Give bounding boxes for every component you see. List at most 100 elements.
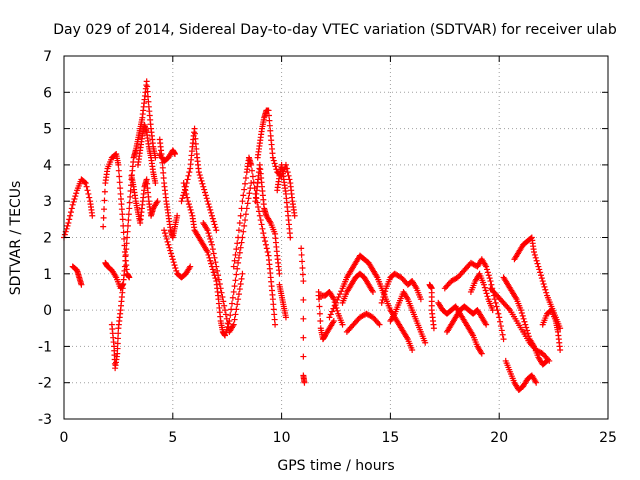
data-point — [271, 160, 278, 167]
data-point — [537, 269, 544, 276]
series-track-k — [161, 227, 194, 281]
y-tick-label: 7 — [43, 49, 52, 65]
series-track-af — [467, 270, 496, 314]
data-point — [204, 198, 211, 205]
data-point — [235, 227, 242, 234]
data-point — [124, 228, 131, 235]
data-point — [263, 245, 270, 252]
chart-title: Day 029 of 2014, Sidereal Day-to-day VTE… — [53, 22, 617, 38]
data-point — [208, 209, 215, 216]
data-point — [181, 186, 188, 193]
data-point — [152, 180, 159, 187]
data-point — [271, 316, 278, 323]
data-point — [126, 199, 133, 206]
data-point — [206, 233, 213, 240]
data-point — [261, 234, 268, 241]
data-point — [270, 157, 277, 164]
series-track-j — [156, 147, 178, 165]
data-point — [491, 296, 498, 303]
data-point — [480, 281, 487, 288]
series-track-p — [254, 107, 298, 219]
data-point — [199, 180, 206, 187]
data-point — [89, 212, 96, 219]
data-point — [544, 357, 551, 364]
data-point — [270, 301, 277, 308]
data-point — [228, 300, 235, 307]
data-point — [260, 230, 267, 237]
data-point — [222, 307, 229, 314]
data-point — [240, 228, 247, 235]
data-point — [381, 291, 388, 298]
data-point — [205, 251, 212, 258]
data-point — [68, 205, 75, 212]
data-point — [485, 272, 492, 279]
data-point — [248, 161, 255, 168]
data-point — [495, 310, 502, 317]
data-point — [233, 306, 240, 313]
data-point — [118, 206, 125, 213]
data-point — [204, 227, 211, 234]
data-point — [540, 280, 547, 287]
data-point — [271, 311, 278, 318]
data-point — [238, 275, 245, 282]
y-tick-label: 4 — [43, 158, 52, 174]
data-point — [228, 306, 235, 313]
data-point — [235, 296, 242, 303]
data-point — [222, 332, 229, 339]
data-point — [272, 321, 279, 328]
data-point — [198, 177, 205, 184]
data-point — [160, 169, 167, 176]
data-point — [223, 315, 230, 322]
y-tick-label: 5 — [43, 122, 52, 138]
data-point — [521, 318, 528, 325]
data-point — [181, 189, 188, 196]
data-point — [316, 310, 323, 317]
data-point — [192, 135, 199, 142]
data-point — [186, 169, 193, 176]
data-point — [61, 231, 68, 238]
data-point — [206, 204, 213, 211]
data-point — [162, 233, 169, 240]
data-point — [114, 345, 121, 352]
data-point — [242, 217, 249, 224]
data-point — [115, 167, 122, 174]
data-point — [160, 174, 167, 181]
data-point — [114, 335, 121, 342]
data-point — [122, 257, 129, 264]
data-point — [234, 265, 241, 272]
series-track-z — [378, 270, 424, 306]
data-point — [200, 183, 207, 190]
data-point — [85, 190, 92, 197]
data-point — [326, 314, 333, 321]
data-point — [66, 216, 73, 223]
data-point — [533, 379, 540, 386]
data-point — [209, 246, 216, 253]
series-track-a — [61, 176, 96, 241]
data-point — [78, 281, 85, 288]
data-point — [171, 262, 178, 269]
data-point — [144, 88, 151, 95]
data-point — [237, 212, 244, 219]
data-point — [172, 264, 179, 271]
data-point — [101, 197, 108, 204]
data-point — [557, 347, 564, 354]
data-point — [380, 294, 387, 301]
data-point — [143, 78, 150, 85]
data-point — [230, 263, 237, 270]
data-point — [334, 296, 341, 303]
data-point — [121, 263, 128, 270]
y-axis-label: SDTVAR / TECUs — [8, 181, 24, 296]
data-point — [204, 249, 211, 256]
data-point — [224, 320, 231, 327]
data-point — [144, 83, 151, 90]
data-point — [339, 321, 346, 328]
x-axis-label: GPS time / hours — [277, 458, 394, 474]
data-point — [82, 180, 89, 187]
data-point — [211, 221, 218, 228]
data-point — [161, 227, 168, 234]
data-point — [188, 209, 195, 216]
data-point — [213, 227, 220, 234]
data-point — [489, 307, 496, 314]
data-point — [487, 278, 494, 285]
data-point — [522, 321, 529, 328]
